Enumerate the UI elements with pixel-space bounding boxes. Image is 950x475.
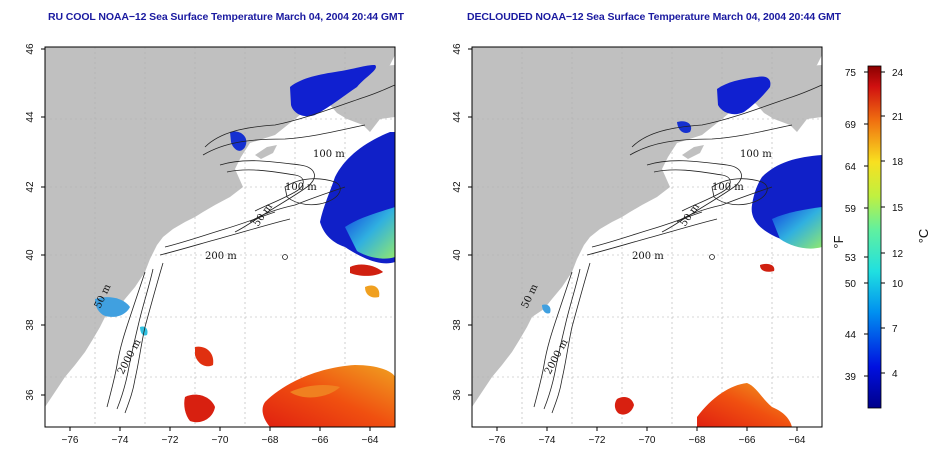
lon-tick: −64	[362, 435, 379, 446]
left-map: 100 m 100 m 50 m 200 m 2000 m 50 m −76 −…	[25, 43, 396, 446]
lat-tick: 44	[452, 111, 463, 123]
lat-tick: 40	[452, 249, 463, 261]
colorbar-f-tick: 59	[845, 204, 857, 215]
colorbar-c-tick: 7	[892, 324, 898, 335]
lon-tick: −68	[689, 435, 706, 446]
lon-tick: −76	[489, 435, 506, 446]
lat-tick: 46	[25, 43, 36, 55]
colorbar: 75 69 64 59 53 50 44 39 24 21 18 15 12 1…	[831, 65, 931, 409]
lon-tick: −72	[162, 435, 179, 446]
colorbar-f-tick: 64	[845, 162, 857, 173]
lat-tick: 42	[452, 181, 463, 193]
lat-tick: 38	[25, 319, 36, 331]
colorbar-c-tick: 4	[892, 369, 898, 380]
lon-tick: −76	[62, 435, 79, 446]
right-map: 100 m 100 m 50 m 200 m 2000 m 50 m −76 −…	[452, 43, 823, 446]
lat-tick: 40	[25, 249, 36, 261]
lon-tick: −72	[589, 435, 606, 446]
sst-patches-left	[95, 65, 395, 427]
colorbar-f-tick: 39	[845, 372, 857, 383]
colorbar-c-tick: 10	[892, 279, 904, 290]
contour-label-100m-2: 100 m	[285, 182, 317, 193]
colorbar-f-tick: 53	[845, 253, 857, 264]
colorbar-f-tick: 50	[845, 279, 857, 290]
colorbar-c-tick: 21	[892, 112, 904, 123]
lon-tick: −70	[639, 435, 656, 446]
lat-tick: 44	[25, 111, 36, 123]
colorbar-f-tick: 69	[845, 120, 857, 131]
contour-label-100m: 100 m	[740, 149, 772, 160]
left-map-title: RU COOL NOAA−12 Sea Surface Temperature …	[48, 11, 404, 23]
colorbar-c-tick: 15	[892, 203, 904, 214]
lon-tick: −66	[739, 435, 756, 446]
sst-patches-right	[542, 76, 822, 427]
colorbar-c-tick: 18	[892, 157, 904, 168]
lat-tick: 46	[452, 43, 463, 55]
contour-label-100m: 100 m	[313, 149, 345, 160]
contour-label-100m-2: 100 m	[712, 182, 744, 193]
colorbar-celsius-label: °C	[916, 229, 931, 244]
lon-tick: −70	[212, 435, 229, 446]
lon-tick: −74	[539, 435, 556, 446]
colorbar-f-tick: 75	[845, 68, 857, 79]
lon-tick: −74	[112, 435, 129, 446]
right-map-title: DECLOUDED NOAA−12 Sea Surface Temperatur…	[467, 11, 841, 23]
lon-tick: −66	[312, 435, 329, 446]
lat-tick: 38	[452, 319, 463, 331]
lon-tick: −64	[789, 435, 806, 446]
contour-label-200m: 200 m	[632, 251, 664, 262]
colorbar-f-tick: 44	[845, 330, 857, 341]
contour-label-200m: 200 m	[205, 251, 237, 262]
colorbar-fahrenheit-label: °F	[831, 235, 846, 248]
lon-tick: −68	[262, 435, 279, 446]
lat-tick: 36	[25, 389, 36, 401]
lat-tick: 36	[452, 389, 463, 401]
colorbar-c-tick: 24	[892, 68, 904, 79]
lat-tick: 42	[25, 181, 36, 193]
colorbar-c-tick: 12	[892, 249, 904, 260]
